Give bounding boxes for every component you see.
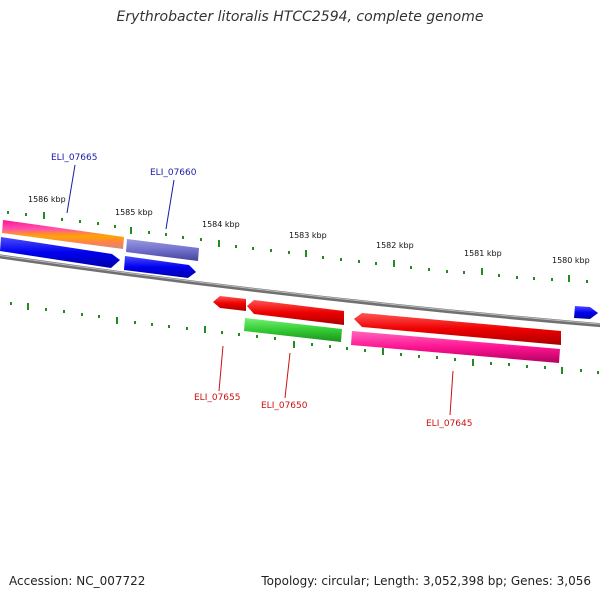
leader-line-ELI_07655 — [218, 345, 224, 392]
leader-line-ELI_07645 — [449, 370, 454, 416]
green-feature-bar[interactable] — [244, 318, 342, 342]
genome-title: Erythrobacter litoralis HTCC2594, comple… — [116, 9, 484, 25]
gene-label-ELI_07655[interactable]: ELI_07655 — [194, 393, 241, 403]
leader-line-ELI_07660 — [165, 179, 175, 230]
gene-arrow-ELI_07655[interactable] — [213, 296, 246, 311]
pink-feature-bar[interactable] — [351, 331, 560, 363]
tick-label-1580: 1580 kbp — [552, 256, 590, 265]
genome-summary-text: Topology: circular; Length: 3,052,398 bp… — [261, 574, 591, 588]
tick-label-1585: 1585 kbp — [115, 208, 153, 217]
tick-label-1584: 1584 kbp — [202, 220, 240, 229]
tick-labels: 1586 kbp 1585 kbp 1584 kbp 1583 kbp 1582… — [28, 195, 590, 265]
reverse-features — [213, 296, 598, 363]
multicolor-feature-bar[interactable] — [2, 220, 124, 249]
lower-tick-row — [10, 302, 599, 374]
leader-line-ELI_07665 — [66, 164, 76, 214]
gene-label-ELI_07660[interactable]: ELI_07660 — [150, 168, 197, 178]
accession-text: Accession: NC_007722 — [9, 574, 146, 588]
genome-backbone-highlight — [0, 254, 600, 325]
gene-label-ELI_07665[interactable]: ELI_07665 — [51, 153, 98, 163]
gene-label-ELI_07645[interactable]: ELI_07645 — [426, 419, 473, 429]
upper-tick-row — [7, 211, 588, 283]
gene-arrow-ELI_07660[interactable] — [124, 256, 196, 278]
purple-feature-bar[interactable] — [126, 239, 199, 261]
tick-label-1586: 1586 kbp — [28, 195, 66, 204]
tick-label-1582: 1582 kbp — [376, 241, 414, 250]
gene-labels: ELI_07665 ELI_07660 ELI_07655 ELI_07650 … — [51, 153, 473, 429]
gene-arrow-ELI_07645[interactable] — [354, 313, 561, 345]
tick-label-1583: 1583 kbp — [289, 231, 327, 240]
gene-arrow-ELI_07665[interactable] — [0, 237, 120, 268]
gene-label-ELI_07650[interactable]: ELI_07650 — [261, 401, 308, 411]
tick-label-1581: 1581 kbp — [464, 249, 502, 258]
genome-backbone — [0, 254, 600, 328]
label-leaders — [66, 164, 454, 416]
blue-edge-arrow[interactable] — [574, 306, 598, 319]
forward-features — [0, 220, 199, 278]
gene-arrow-ELI_07650[interactable] — [247, 300, 344, 325]
leader-line-ELI_07650 — [284, 352, 291, 399]
